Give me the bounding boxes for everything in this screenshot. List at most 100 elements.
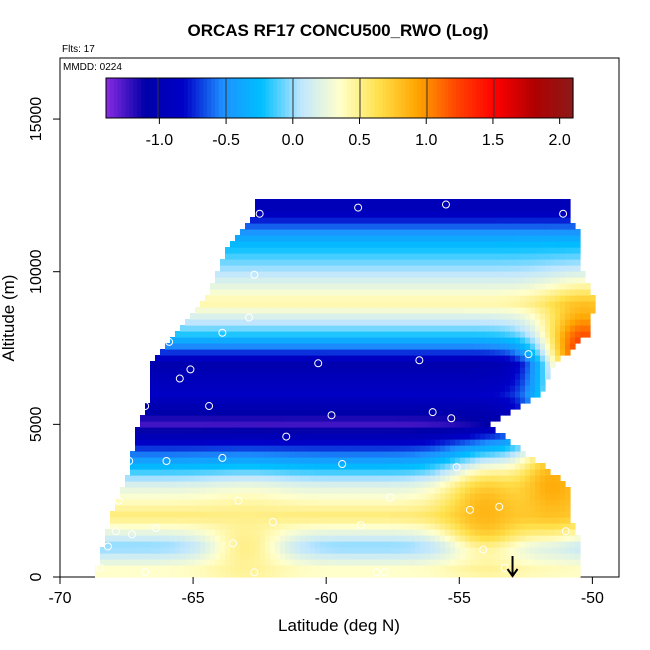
heatmap-cell [330, 361, 336, 368]
heatmap-cell [430, 301, 436, 308]
heatmap-cell [425, 517, 431, 524]
heatmap-cell [355, 385, 361, 392]
heatmap-cell [460, 211, 466, 218]
heatmap-cell [355, 283, 361, 290]
heatmap-cell [270, 391, 276, 398]
heatmap-cell [495, 397, 501, 404]
heatmap-cell [500, 253, 506, 260]
heatmap-cell [395, 487, 401, 494]
heatmap-cell [370, 307, 376, 314]
heatmap-cell [345, 487, 351, 494]
heatmap-cell [320, 409, 326, 416]
heatmap-cell [485, 571, 491, 578]
heatmap-cell [485, 391, 491, 398]
heatmap-cell [495, 385, 501, 392]
heatmap-cell [500, 265, 506, 272]
heatmap-cell [440, 217, 446, 224]
heatmap-cell [490, 271, 496, 278]
heatmap-cell [280, 259, 286, 266]
heatmap-cell [525, 361, 531, 368]
heatmap-cell [420, 457, 426, 464]
heatmap-cell [205, 439, 211, 446]
heatmap-cell [370, 403, 376, 410]
heatmap-cell [590, 295, 596, 302]
heatmap-cell [115, 541, 121, 548]
heatmap-cell [570, 529, 576, 536]
heatmap-cell [505, 241, 511, 248]
heatmap-cell [440, 277, 446, 284]
heatmap-cell [285, 295, 291, 302]
heatmap-cell [495, 391, 501, 398]
heatmap-cell [480, 385, 486, 392]
heatmap-cell [565, 535, 571, 542]
heatmap-cell [180, 391, 186, 398]
heatmap-cell [225, 553, 231, 560]
heatmap-cell [510, 211, 516, 218]
heatmap-cell [340, 205, 346, 212]
heatmap-cell [280, 241, 286, 248]
heatmap-cell [495, 463, 501, 470]
heatmap-cell [250, 433, 256, 440]
heatmap-cell [320, 391, 326, 398]
heatmap-cell [250, 475, 256, 482]
heatmap-cell [235, 409, 241, 416]
heatmap-cell [200, 331, 206, 338]
heatmap-cell [255, 397, 261, 404]
heatmap-cell [295, 277, 301, 284]
heatmap-cell [440, 481, 446, 488]
heatmap-cell [370, 475, 376, 482]
heatmap-cell [390, 289, 396, 296]
heatmap-cell [500, 283, 506, 290]
heatmap-cell [150, 529, 156, 536]
heatmap-cell [365, 229, 371, 236]
heatmap-cell [435, 319, 441, 326]
heatmap-cell [325, 265, 331, 272]
heatmap-cell [250, 325, 256, 332]
heatmap-cell [360, 253, 366, 260]
heatmap-cell [310, 205, 316, 212]
heatmap-cell [265, 241, 271, 248]
heatmap-cell [435, 487, 441, 494]
heatmap-cell [420, 427, 426, 434]
heatmap-cell [430, 331, 436, 338]
heatmap-cell [435, 499, 441, 506]
heatmap-cell [490, 235, 496, 242]
heatmap-cell [135, 493, 141, 500]
heatmap-cell [345, 385, 351, 392]
heatmap-cell [445, 307, 451, 314]
heatmap-cell [495, 505, 501, 512]
heatmap-cell [405, 343, 411, 350]
heatmap-cell [490, 457, 496, 464]
heatmap-cell [295, 289, 301, 296]
heatmap-cell [335, 247, 341, 254]
heatmap-cell [480, 349, 486, 356]
heatmap-cell [275, 349, 281, 356]
heatmap-cell [350, 367, 356, 374]
heatmap-cell [575, 541, 581, 548]
heatmap-cell [410, 481, 416, 488]
heatmap-cell [325, 421, 331, 428]
heatmap-cell [435, 517, 441, 524]
heatmap-cell [195, 571, 201, 578]
heatmap-cell [190, 493, 196, 500]
heatmap-cell [320, 235, 326, 242]
heatmap-cell [500, 229, 506, 236]
heatmap-cell [435, 337, 441, 344]
heatmap-cell [245, 229, 251, 236]
heatmap-cell [225, 265, 231, 272]
heatmap-cell [240, 247, 246, 254]
heatmap-cell [285, 235, 291, 242]
heatmap-cell [520, 379, 526, 386]
heatmap-cell [220, 391, 226, 398]
heatmap-cell [420, 229, 426, 236]
heatmap-cell [220, 415, 226, 422]
heatmap-cell [325, 229, 331, 236]
heatmap-cell [545, 301, 551, 308]
heatmap-cell [535, 277, 541, 284]
heatmap-cell [280, 541, 286, 548]
heatmap-cell [550, 331, 556, 338]
heatmap-cell [470, 271, 476, 278]
heatmap-cell [155, 355, 161, 362]
heatmap-cell [325, 361, 331, 368]
heatmap-cell [460, 475, 466, 482]
